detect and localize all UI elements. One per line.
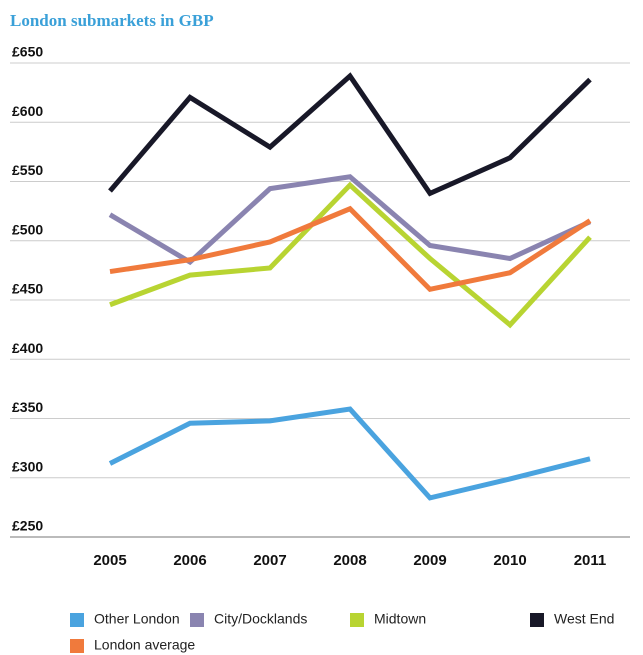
y-tick-label: £450 bbox=[12, 281, 43, 297]
x-tick-label: 2008 bbox=[333, 552, 366, 569]
series-line bbox=[108, 174, 592, 266]
legend-swatch bbox=[530, 613, 544, 627]
legend-swatch bbox=[350, 613, 364, 627]
legend-label: London average bbox=[94, 637, 195, 653]
y-tick-label: £300 bbox=[12, 458, 43, 474]
x-tick-label: 2007 bbox=[253, 552, 286, 569]
legend-label: Other London bbox=[94, 611, 180, 627]
y-tick-label: £400 bbox=[12, 340, 43, 356]
chart-subtitle: London submarkets in GBP bbox=[10, 11, 214, 30]
series-line bbox=[108, 72, 592, 197]
x-tick-label: 2010 bbox=[493, 552, 526, 569]
series-line bbox=[109, 205, 592, 293]
series-line bbox=[109, 181, 592, 329]
x-tick-label: 2006 bbox=[173, 552, 206, 569]
legend-label: City/Docklands bbox=[214, 611, 307, 627]
legend-swatch bbox=[70, 613, 84, 627]
x-tick-label: 2009 bbox=[413, 552, 446, 569]
x-tick-label: 2005 bbox=[93, 552, 126, 569]
legend-label: West End bbox=[554, 611, 614, 627]
x-tick-label: 2011 bbox=[574, 552, 607, 569]
y-tick-label: £500 bbox=[12, 221, 43, 237]
series-line bbox=[108, 406, 591, 501]
legend-label: Midtown bbox=[374, 611, 426, 627]
y-tick-label: £550 bbox=[12, 162, 43, 178]
legend-swatch bbox=[190, 613, 204, 627]
legend-swatch bbox=[70, 639, 84, 653]
y-tick-label: £650 bbox=[12, 44, 43, 60]
y-tick-label: £350 bbox=[12, 399, 43, 415]
y-tick-label: £250 bbox=[12, 518, 43, 534]
y-tick-label: £600 bbox=[12, 103, 43, 119]
